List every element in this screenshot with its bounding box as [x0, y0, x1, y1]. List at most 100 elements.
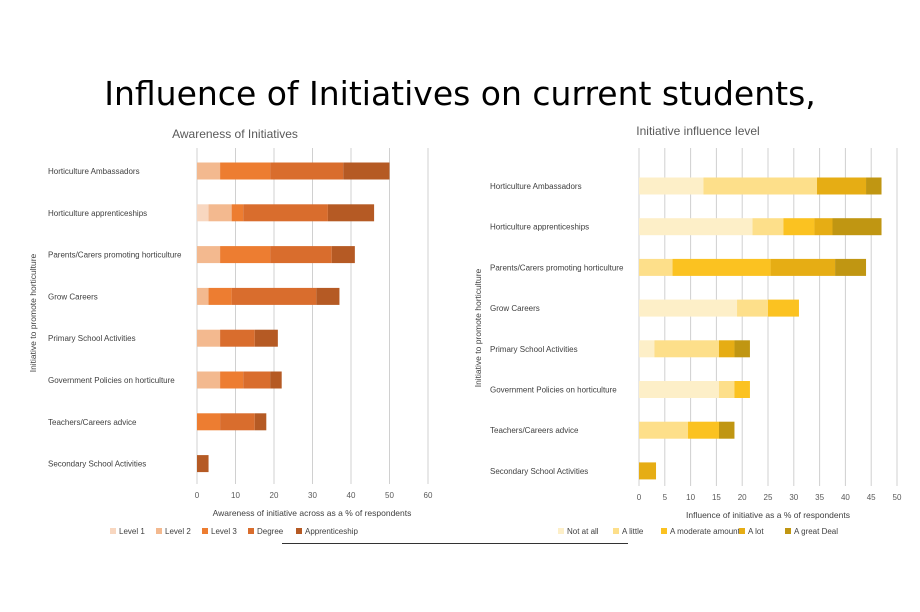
influence-bar-not-at-all: [639, 299, 738, 317]
awareness-bar-apprenticeship: [327, 204, 375, 222]
awareness-bar-level-2: [197, 329, 221, 347]
divider-line: [282, 543, 628, 544]
influence-bar-a-great-deal: [832, 218, 882, 236]
awareness-bar-level-2: [197, 246, 221, 264]
awareness-legend-label: Level 3: [211, 527, 237, 536]
influence-bar-a-little: [737, 299, 768, 317]
influence-bar-a-moderate-amount: [672, 258, 771, 276]
awareness-bar-apprenticeship: [254, 413, 267, 431]
influence-x-tick-label: 15: [712, 493, 721, 502]
awareness-legend-swatch: [248, 528, 254, 534]
awareness-category-label: Horticulture Ambassadors: [48, 167, 140, 176]
influence-x-tick-label: 35: [815, 493, 824, 502]
awareness-bar-apprenticeship: [316, 287, 340, 305]
influence-bar-a-great-deal: [866, 177, 882, 195]
slide-title: Influence of Initiatives on current stud…: [104, 74, 816, 113]
awareness-x-tick-label: 40: [347, 491, 356, 500]
awareness-bar-apprenticeship: [197, 455, 209, 473]
influence-x-tick-label: 50: [893, 493, 902, 502]
influence-bar-a-lot: [770, 258, 836, 276]
influence-legend-swatch: [558, 528, 564, 534]
influence-category-label: Government Policies on horticulture: [490, 386, 617, 395]
influence-legend-swatch: [785, 528, 791, 534]
influence-x-tick-label: 25: [764, 493, 773, 502]
influence-bar-a-little: [639, 258, 673, 276]
influence-bar-a-great-deal: [734, 340, 750, 358]
influence-bar-a-moderate-amount: [783, 218, 815, 236]
awareness-bar-degree: [231, 287, 317, 305]
awareness-bar-level-2: [197, 162, 221, 180]
awareness-chart-title: Awareness of Initiatives: [172, 127, 298, 141]
awareness-chart: Awareness of Initiatives 0 10 20 30 40 50 60 Hor…: [28, 127, 433, 536]
awareness-bar-level-3: [231, 204, 244, 222]
awareness-x-tick-label: 50: [385, 491, 394, 500]
awareness-bar-level-2: [208, 204, 232, 222]
awareness-bar-degree: [243, 371, 271, 389]
awareness-legend-label: Degree: [257, 527, 284, 536]
influence-bar-a-moderate-amount: [734, 381, 750, 398]
awareness-bar-level-2: [197, 287, 209, 305]
awareness-legend-swatch: [202, 528, 208, 534]
influence-x-tick-label: 5: [663, 493, 668, 502]
awareness-bar-degree: [270, 162, 344, 180]
influence-bar-a-lot: [814, 218, 833, 236]
influence-x-tick-label: 0: [637, 493, 642, 502]
awareness-bar-apprenticeship: [270, 371, 282, 389]
awareness-category-label: Teachers/Careers advice: [48, 418, 137, 427]
influence-category-label: Horticulture apprenticeships: [490, 223, 589, 232]
awareness-bar-level-3: [208, 287, 232, 305]
awareness-y-axis-label: Initiative to promote horticulture: [28, 253, 38, 372]
awareness-legend-label: Level 2: [165, 527, 191, 536]
influence-bar-a-great-deal: [835, 258, 867, 276]
influence-bar-not-at-all: [639, 218, 753, 236]
influence-bar-not-at-all: [639, 340, 655, 358]
awareness-bar-apprenticeship: [331, 246, 355, 264]
influence-x-tick-label: 40: [841, 493, 850, 502]
influence-legend-label: A little: [622, 527, 644, 536]
influence-bar-a-little: [718, 381, 735, 398]
influence-bar-a-moderate-amount: [768, 299, 799, 317]
influence-chart: Initiative influence level 0 5 10 15 20 25 30 35…: [473, 124, 902, 536]
awareness-bar-apprenticeship: [343, 162, 390, 180]
influence-legend-swatch: [661, 528, 667, 534]
influence-x-tick-label: 30: [789, 493, 798, 502]
awareness-x-tick-label: 0: [195, 491, 200, 500]
awareness-bar-degree: [243, 204, 328, 222]
influence-x-tick-label: 10: [686, 493, 695, 502]
influence-legend-label: Not at all: [567, 527, 599, 536]
awareness-bar-degree: [220, 413, 255, 431]
awareness-bar-apprenticeship: [254, 329, 278, 347]
influence-x-tick-label: 45: [867, 493, 876, 502]
influence-x-axis-label: Influence of initiative as a % of respon…: [686, 510, 850, 520]
awareness-x-tick-label: 20: [270, 491, 279, 500]
awareness-category-label: Government Policies on horticulture: [48, 376, 175, 385]
influence-bar-a-little: [752, 218, 784, 236]
influence-legend-swatch: [739, 528, 745, 534]
influence-category-label: Parents/Carers promoting horticulture: [490, 263, 624, 272]
awareness-legend-label: Apprenticeship: [305, 527, 358, 536]
influence-bar-a-little: [639, 421, 689, 439]
influence-category-label: Primary School Activities: [490, 345, 578, 354]
awareness-category-label: Parents/Carers promoting horticulture: [48, 251, 182, 260]
awareness-category-label: Grow Careers: [48, 292, 98, 301]
awareness-category-label: Horticulture apprenticeships: [48, 209, 147, 218]
influence-legend-label: A great Deal: [794, 527, 838, 536]
influence-category-label: Secondary School Activities: [490, 467, 588, 476]
influence-x-tick-label: 20: [738, 493, 747, 502]
influence-legend-swatch: [613, 528, 619, 534]
awareness-bar-degree: [270, 246, 332, 264]
influence-legend-label: A moderate amount: [670, 527, 741, 536]
influence-category-label: Teachers/Careers advice: [490, 426, 579, 435]
influence-bar-not-at-all: [639, 381, 719, 398]
awareness-legend-label: Level 1: [119, 527, 145, 536]
awareness-bar-degree: [220, 329, 255, 347]
influence-y-axis-label: Initiative to promote horticulture: [473, 268, 483, 387]
influence-bar-a-moderate-amount: [688, 421, 719, 439]
awareness-bar-level-3: [220, 371, 244, 389]
awareness-bar-level-3: [220, 246, 271, 264]
awareness-bar-level-2: [197, 371, 221, 389]
influence-bar-a-lot: [718, 340, 735, 358]
influence-chart-title: Initiative influence level: [636, 124, 759, 138]
influence-category-label: Horticulture Ambassadors: [490, 182, 582, 191]
influence-bar-a-little: [654, 340, 719, 358]
